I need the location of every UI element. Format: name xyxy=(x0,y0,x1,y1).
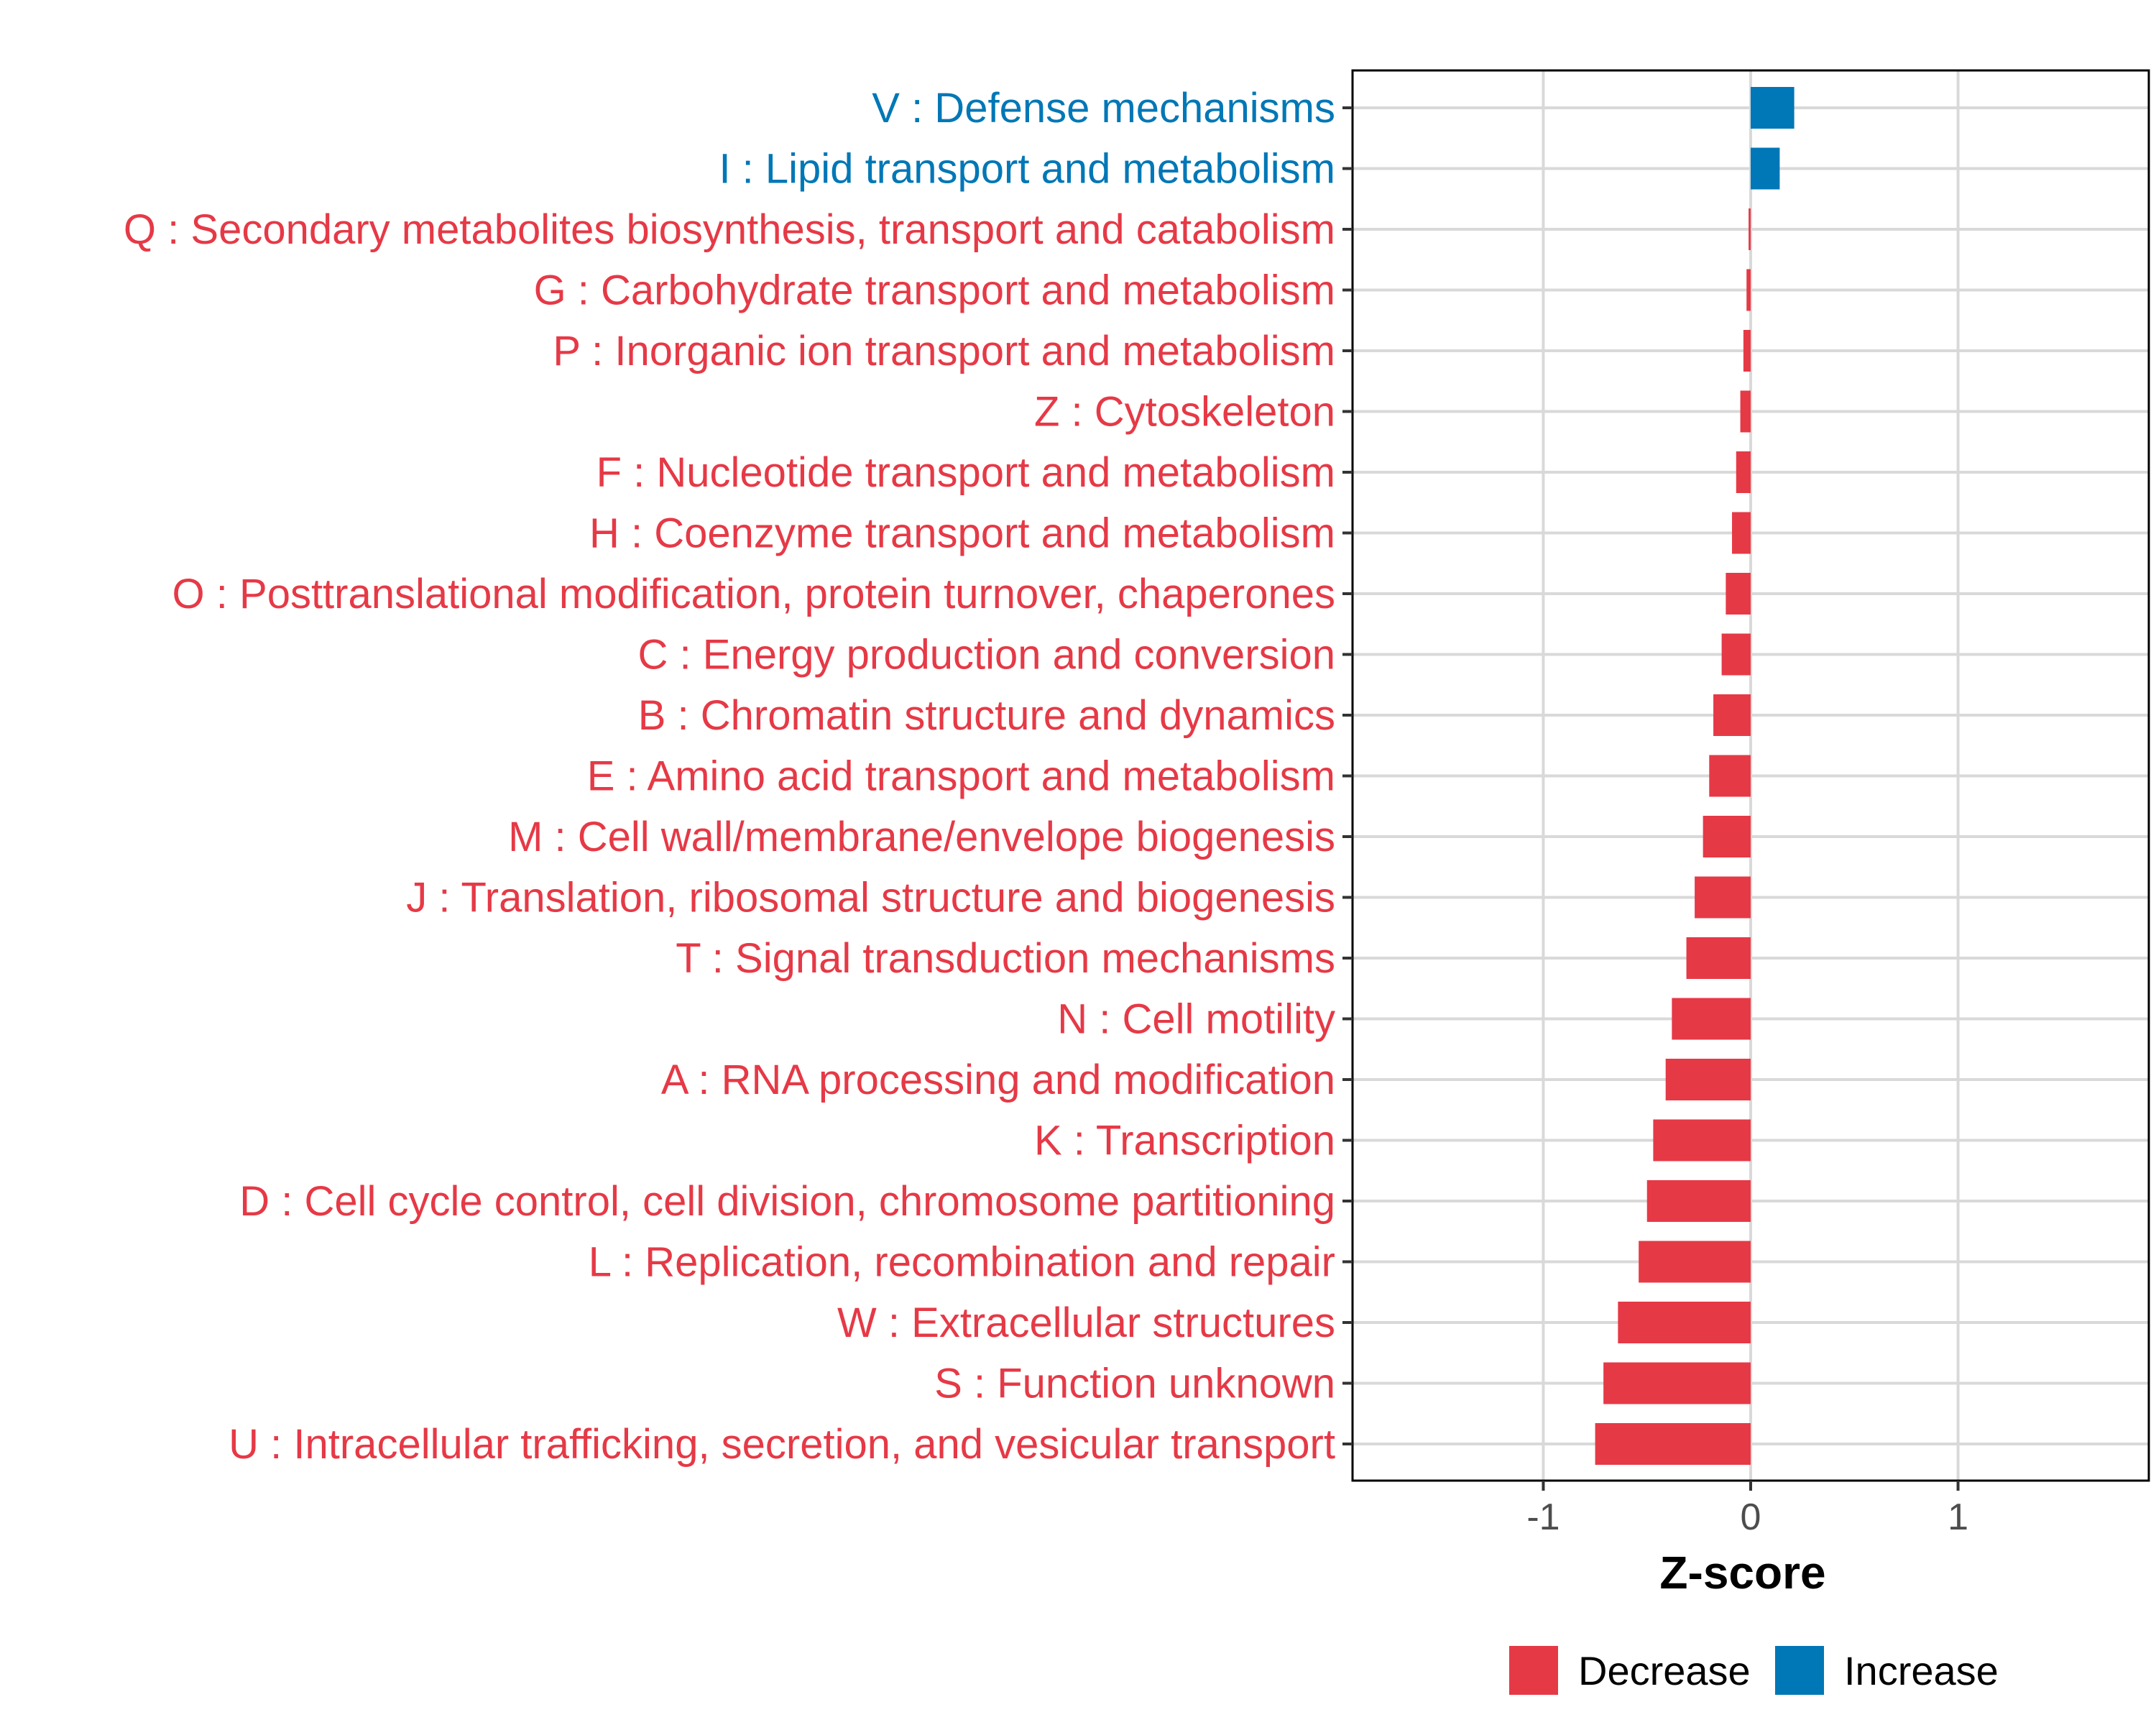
category-label: D : Cell cycle control, cell division, c… xyxy=(239,1178,1335,1225)
bar xyxy=(1653,1119,1751,1162)
x-tick-label: 0 xyxy=(1741,1496,1761,1538)
legend-label: Increase xyxy=(1844,1648,1999,1693)
legend: Decrease Increase xyxy=(1509,1646,1999,1695)
bar xyxy=(1751,87,1795,129)
category-label: K : Transcription xyxy=(1034,1118,1335,1164)
category-label: P : Inorganic ion transport and metaboli… xyxy=(553,328,1335,374)
x-axis-title: Z-score xyxy=(1659,1547,1825,1598)
bar xyxy=(1746,269,1751,311)
bar xyxy=(1672,998,1751,1040)
y-axis-ticks xyxy=(1342,106,1353,1445)
x-tick-label: 1 xyxy=(1948,1496,1968,1538)
category-label: F : Nucleotide transport and metabolism xyxy=(596,449,1335,496)
bar xyxy=(1603,1362,1751,1404)
category-label: L : Replication, recombination and repai… xyxy=(589,1239,1335,1286)
bar xyxy=(1703,816,1751,857)
category-label: M : Cell wall/membrane/envelope biogenes… xyxy=(508,814,1335,860)
category-label: G : Carbohydrate transport and metabolis… xyxy=(534,267,1335,314)
bar xyxy=(1665,1059,1751,1100)
category-label: J : Translation, ribosomal structure and… xyxy=(406,875,1335,921)
category-label: I : Lipid transport and metabolism xyxy=(719,146,1335,193)
category-label: T : Signal transduction mechanisms xyxy=(676,935,1335,982)
category-label: Z : Cytoskeleton xyxy=(1034,389,1335,436)
category-label: E : Amino acid transport and metabolism xyxy=(587,753,1335,800)
legend-label: Decrease xyxy=(1578,1648,1751,1693)
category-label: A : RNA processing and modification xyxy=(661,1057,1335,1103)
category-label: Q : Secondary metabolites biosynthesis, … xyxy=(124,206,1335,253)
x-tick-label: -1 xyxy=(1526,1496,1560,1538)
bar xyxy=(1751,147,1780,190)
category-label: S : Function unknown xyxy=(934,1361,1335,1407)
category-label: H : Coenzyme transport and metabolism xyxy=(589,510,1335,557)
legend-swatch xyxy=(1775,1646,1824,1695)
legend-swatch xyxy=(1509,1646,1558,1695)
bar xyxy=(1740,390,1751,433)
category-label: V : Defense mechanisms xyxy=(872,85,1335,132)
bar xyxy=(1732,512,1751,554)
bar xyxy=(1713,694,1751,736)
bar xyxy=(1646,1180,1751,1222)
bar xyxy=(1686,937,1751,979)
category-labels: V : Defense mechanisms I : Lipid transpor… xyxy=(124,85,1335,1468)
bar xyxy=(1618,1302,1751,1343)
category-label: C : Energy production and conversion xyxy=(638,632,1335,678)
category-label: U : Intracellular trafficking, secretion… xyxy=(229,1421,1335,1468)
bar xyxy=(1721,633,1751,676)
bar xyxy=(1709,755,1751,797)
category-label: N : Cell motility xyxy=(1057,996,1335,1043)
category-label: B : Chromatin structure and dynamics xyxy=(638,692,1335,739)
bar xyxy=(1695,876,1751,919)
bars xyxy=(1595,87,1795,1465)
bar xyxy=(1726,573,1751,615)
bar xyxy=(1743,330,1751,372)
bar xyxy=(1595,1423,1751,1465)
x-axis-ticks: -1 0 1 xyxy=(1526,1481,1968,1538)
bar xyxy=(1736,451,1751,493)
bar xyxy=(1749,208,1751,250)
bar xyxy=(1639,1241,1751,1283)
category-label: O : Posttranslational modification, prot… xyxy=(172,571,1335,617)
category-label: W : Extracellular structures xyxy=(837,1300,1335,1346)
